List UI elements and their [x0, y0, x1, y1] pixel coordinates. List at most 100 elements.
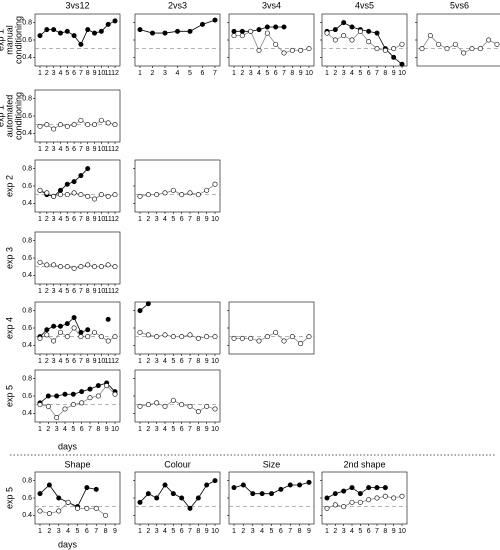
data-point: [112, 264, 118, 270]
data-point: [78, 173, 84, 179]
data-point: [399, 41, 405, 47]
data-point: [162, 190, 168, 196]
data-point: [64, 181, 70, 187]
y-tick-label: 0.8: [22, 96, 32, 103]
x-tick-label: 7: [188, 528, 192, 535]
data-point: [93, 486, 99, 492]
y-tick-label: 0.6: [22, 255, 32, 262]
panel-frame: [228, 471, 315, 525]
x-tick-label: 4: [350, 528, 354, 535]
data-point: [37, 508, 43, 514]
x-tick-label: 1: [38, 70, 42, 77]
data-point: [306, 46, 312, 52]
x-tick-label: 8: [383, 528, 387, 535]
data-point: [51, 193, 57, 199]
x-tick-label: 1: [38, 426, 42, 433]
data-point: [64, 321, 70, 327]
data-point: [54, 393, 60, 399]
row-label: exp 2: [4, 175, 14, 197]
x-tick-label: 4: [350, 70, 354, 77]
data-point: [105, 21, 111, 27]
x-tick-label: 1: [38, 146, 42, 153]
data-point: [85, 193, 91, 199]
data-point: [436, 41, 442, 47]
x-tick-label: 4: [59, 358, 63, 365]
x-tick-label: 4: [59, 70, 63, 77]
data-point: [278, 486, 284, 492]
data-point: [231, 335, 237, 341]
panel-frame: [228, 13, 315, 67]
data-point: [419, 46, 425, 52]
data-point: [70, 391, 76, 397]
data-point: [92, 30, 98, 36]
data-point: [37, 123, 43, 129]
x-tick-label: 7: [213, 70, 217, 77]
data-point: [240, 482, 246, 488]
x-tick-label: 6: [279, 528, 283, 535]
data-point: [98, 334, 104, 340]
row-label: exp 3: [4, 247, 14, 269]
data-point: [44, 327, 50, 333]
data-point: [51, 262, 57, 268]
series-line: [39, 384, 116, 419]
data-point: [78, 41, 84, 47]
y-tick-label: 0.8: [22, 238, 32, 245]
y-tick-label: 0.8: [22, 166, 32, 173]
data-point: [105, 120, 111, 126]
row-label: exp 5: [4, 487, 14, 509]
data-point: [92, 264, 98, 270]
x-tick-label: 5: [171, 426, 175, 433]
x-tick-label: 4: [66, 528, 70, 535]
data-point: [204, 482, 210, 488]
data-point: [57, 264, 63, 270]
data-point: [349, 499, 355, 505]
data-point: [469, 46, 475, 52]
x-tick-label: 6: [180, 426, 184, 433]
y-tick-label: 0.4: [22, 272, 32, 279]
y-tick-label: 0.6: [22, 393, 32, 400]
data-point: [104, 383, 110, 389]
x-tick-label: 9: [205, 426, 209, 433]
data-point: [57, 329, 63, 335]
x-tick-label: 9: [205, 358, 209, 365]
data-point: [298, 47, 304, 53]
x-tick-label: 4: [59, 288, 63, 295]
data-point: [145, 402, 151, 408]
data-point: [256, 27, 262, 33]
panel-frame: [228, 301, 315, 355]
series-line: [39, 327, 116, 342]
data-point: [382, 47, 388, 53]
x-tick-label: 8: [196, 216, 200, 223]
x-tick-label: 1: [138, 528, 142, 535]
data-point: [374, 30, 380, 36]
x-tick-label: 8: [86, 288, 90, 295]
x-tick-label: 12: [111, 146, 119, 153]
x-tick-label: 6: [180, 358, 184, 365]
data-point: [79, 389, 85, 395]
data-point: [57, 30, 63, 36]
x-tick-label: 10: [97, 216, 105, 223]
data-point: [54, 415, 60, 421]
y-tick-label: 0.6: [22, 113, 32, 120]
data-point: [264, 334, 270, 340]
x-tick-label: 9: [93, 70, 97, 77]
x-tick-label: 8: [290, 70, 294, 77]
data-point: [45, 393, 51, 399]
data-point: [256, 338, 262, 344]
panel-frame: [134, 301, 221, 355]
data-point: [357, 491, 363, 497]
data-point: [92, 196, 98, 202]
series-line: [39, 20, 116, 46]
x-tick-label: 6: [72, 70, 76, 77]
column-title: 3vs12: [65, 0, 89, 10]
x-tick-label: 9: [93, 216, 97, 223]
x-tick-label: 7: [88, 426, 92, 433]
x-tick-label: 1: [232, 528, 236, 535]
y-tick-label: 0.4: [22, 54, 32, 61]
data-point: [62, 406, 68, 412]
panel-title: 2nd shape: [343, 459, 385, 469]
data-point: [162, 403, 168, 409]
x-tick-label: 8: [86, 216, 90, 223]
data-point: [65, 499, 71, 505]
data-point: [112, 122, 118, 128]
